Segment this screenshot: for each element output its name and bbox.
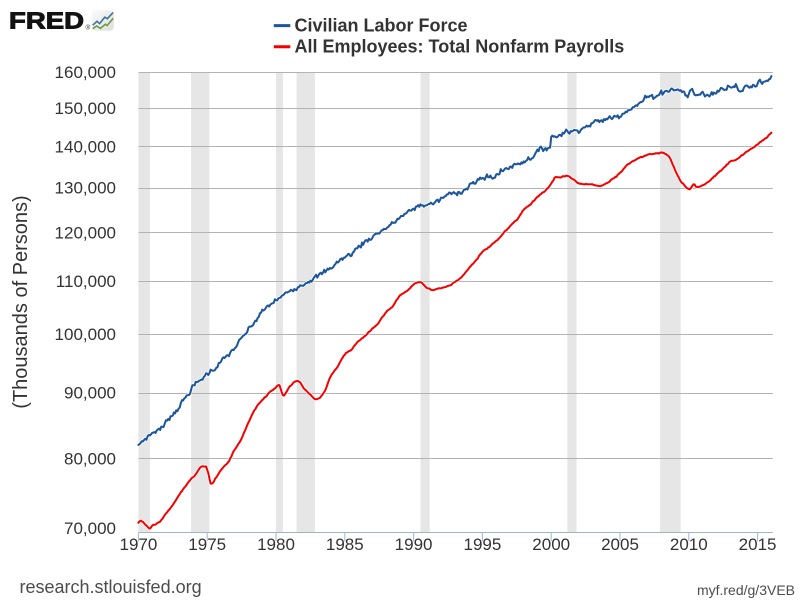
svg-text:1985: 1985 bbox=[326, 535, 364, 554]
svg-text:1970: 1970 bbox=[119, 535, 157, 554]
svg-text:80,000: 80,000 bbox=[64, 449, 116, 468]
svg-text:Civilian Labor Force: Civilian Labor Force bbox=[295, 16, 468, 36]
svg-text:100,000: 100,000 bbox=[55, 325, 116, 344]
svg-text:150,000: 150,000 bbox=[55, 99, 116, 118]
svg-text:All Employees: Total Nonfarm P: All Employees: Total Nonfarm Payrolls bbox=[295, 37, 625, 57]
svg-text:130,000: 130,000 bbox=[55, 179, 116, 198]
svg-text:FRED: FRED bbox=[9, 7, 84, 33]
svg-text:2005: 2005 bbox=[601, 535, 639, 554]
svg-text:1990: 1990 bbox=[395, 535, 433, 554]
svg-text:2000: 2000 bbox=[532, 535, 570, 554]
svg-text:1975: 1975 bbox=[188, 535, 226, 554]
svg-text:myf.red/g/3VEB: myf.red/g/3VEB bbox=[697, 582, 795, 598]
svg-text:140,000: 140,000 bbox=[55, 137, 116, 156]
svg-text:110,000: 110,000 bbox=[56, 272, 116, 291]
svg-text:1980: 1980 bbox=[257, 535, 295, 554]
svg-text:1995: 1995 bbox=[463, 535, 501, 554]
svg-text:2010: 2010 bbox=[670, 535, 708, 554]
svg-text:®: ® bbox=[86, 23, 91, 31]
svg-text:120,000: 120,000 bbox=[55, 223, 116, 242]
svg-text:2015: 2015 bbox=[739, 535, 777, 554]
svg-text:90,000: 90,000 bbox=[64, 384, 116, 403]
svg-text:(Thousands of Persons): (Thousands of Persons) bbox=[10, 195, 32, 408]
svg-text:160,000: 160,000 bbox=[55, 63, 116, 82]
svg-text:research.stlouisfed.org: research.stlouisfed.org bbox=[20, 577, 202, 597]
svg-text:70,000: 70,000 bbox=[64, 519, 116, 538]
